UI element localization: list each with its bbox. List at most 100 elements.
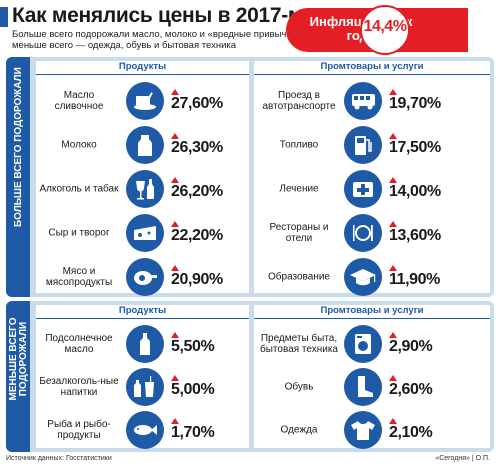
increase-arrow-icon: [171, 265, 179, 271]
most-increased-goods-column: Промтовары и услуги Проезд в автотранспо…: [254, 61, 490, 296]
list-item: Проезд в автотранспорте 19,70%: [254, 79, 490, 123]
item-label: Рыба и рыбо-продукты: [47, 419, 111, 441]
list-item: Топливо 17,50%: [254, 123, 490, 167]
increase-arrow-icon: [389, 265, 397, 271]
least-increased-panel: МЕНЬШЕ ВСЕГО ПОДОРОЖАЛИ Продукты Подсолн…: [6, 301, 494, 452]
item-label: Безалкоголь-ные напитки: [39, 376, 119, 398]
oil-bottle-icon: [126, 325, 164, 363]
item-value: 2,90%: [389, 338, 433, 355]
increase-arrow-icon: [389, 89, 397, 95]
item-label: Подсолнечное масло: [45, 333, 113, 355]
increase-arrow-icon: [171, 89, 179, 95]
restaurant-icon: [344, 214, 382, 252]
list-item: Безалкоголь-ные напитки 5,00%: [36, 365, 249, 409]
most-increased-panel: БОЛЬШЕ ВСЕГО ПОДОРОЖАЛИ Продукты Масло с…: [6, 57, 494, 297]
increase-arrow-icon: [389, 221, 397, 227]
item-label: Рестораны и отели: [269, 222, 329, 244]
list-item: Алкоголь и табак 26,20%: [36, 167, 249, 211]
tshirt-icon: [344, 411, 382, 449]
item-label: Топливо: [279, 139, 319, 151]
increase-arrow-icon: [171, 177, 179, 183]
column-header: Промтовары и услуги: [254, 305, 490, 319]
credit: «Сегодня» | О.П.: [435, 455, 490, 462]
column-header: Промтовары и услуги: [254, 61, 490, 75]
item-value: 26,20%: [171, 183, 223, 200]
increase-arrow-icon: [171, 332, 179, 338]
cheese-icon: [126, 214, 164, 252]
list-item: Одежда 2,10%: [254, 408, 490, 452]
list-item: Лечение 14,00%: [254, 167, 490, 211]
item-value: 1,70%: [171, 424, 215, 441]
list-item: Рестораны и отели 13,60%: [254, 211, 490, 255]
inflation-value: 14,4%: [363, 18, 407, 35]
alcohol-icon: [126, 170, 164, 208]
boot-icon: [344, 368, 382, 406]
increase-arrow-icon: [389, 418, 397, 424]
list-item: Образование 11,90%: [254, 255, 490, 299]
washing-machine-icon: [344, 325, 382, 363]
butter-icon: [126, 82, 164, 120]
list-item: Масло сливочное 27,60%: [36, 79, 249, 123]
least-increased-food-column: Продукты Подсолнечное масло 5,50% Безалк…: [36, 305, 249, 449]
bus-icon: [344, 82, 382, 120]
increase-arrow-icon: [389, 375, 397, 381]
list-item: Обувь 2,60%: [254, 365, 490, 409]
least-increased-goods-column: Промтовары и услуги Предметы быта, бытов…: [254, 305, 490, 449]
item-label: Лечение: [279, 183, 319, 195]
most-increased-label: БОЛЬШЕ ВСЕГО ПОДОРОЖАЛИ: [13, 67, 24, 227]
item-value: 22,20%: [171, 227, 223, 244]
increase-arrow-icon: [171, 375, 179, 381]
increase-arrow-icon: [171, 418, 179, 424]
list-item: Молоко 26,30%: [36, 123, 249, 167]
most-increased-food-column: Продукты Масло сливочное 27,60% Молоко 2…: [36, 61, 249, 296]
increase-arrow-icon: [171, 133, 179, 139]
graduation-icon: [344, 258, 382, 296]
item-label: Масло сливочное: [54, 90, 104, 112]
list-item: Сыр и творог 22,20%: [36, 211, 249, 255]
item-value: 2,60%: [389, 381, 433, 398]
increase-arrow-icon: [389, 133, 397, 139]
item-value: 5,00%: [171, 381, 215, 398]
fuel-icon: [344, 126, 382, 164]
page-subtitle: Больше всего подорожали масло, молоко и …: [12, 29, 304, 51]
fish-icon: [126, 411, 164, 449]
list-item: Предметы быта, бытовая техника 2,90%: [254, 322, 490, 366]
page-title: Как менялись цены в 2017-м: [12, 4, 304, 27]
item-label: Одежда: [280, 424, 318, 436]
column-header: Продукты: [36, 305, 249, 319]
increase-arrow-icon: [389, 332, 397, 338]
item-label: Проезд в автотранспорте: [262, 90, 336, 112]
item-label: Сыр и творог: [48, 227, 110, 239]
increase-arrow-icon: [171, 221, 179, 227]
list-item: Подсолнечное масло 5,50%: [36, 322, 249, 366]
item-label: Молоко: [61, 139, 97, 151]
item-label: Предметы быта, бытовая техника: [260, 333, 338, 355]
item-value: 14,00%: [389, 183, 441, 200]
least-increased-label: МЕНЬШЕ ВСЕГО ПОДОРОЖАЛИ: [8, 317, 29, 401]
item-label: Алкоголь и табак: [39, 183, 119, 195]
data-source: Источник данных: Госстатистики: [6, 455, 112, 462]
column-header: Продукты: [36, 61, 249, 75]
item-value: 20,90%: [171, 271, 223, 288]
item-value: 13,60%: [389, 227, 441, 244]
meat-icon: [126, 258, 164, 296]
increase-arrow-icon: [389, 177, 397, 183]
medical-icon: [344, 170, 382, 208]
item-value: 2,10%: [389, 424, 433, 441]
title-accent-bar: [0, 7, 8, 27]
item-value: 11,90%: [389, 271, 440, 288]
milk-icon: [126, 126, 164, 164]
item-label: Образование: [268, 271, 330, 283]
soft-drink-icon: [126, 368, 164, 406]
item-value: 5,50%: [171, 338, 215, 355]
list-item: Рыба и рыбо-продукты 1,70%: [36, 408, 249, 452]
item-value: 26,30%: [171, 139, 223, 156]
item-value: 27,60%: [171, 95, 223, 112]
item-label: Мясо и мясопродукты: [45, 266, 113, 288]
inflation-circle: [360, 5, 410, 55]
most-increased-strip: [6, 57, 30, 297]
least-increased-strip: [6, 301, 30, 452]
item-value: 19,70%: [389, 95, 441, 112]
item-value: 17,50%: [389, 139, 441, 156]
list-item: Мясо и мясопродукты 20,90%: [36, 255, 249, 299]
